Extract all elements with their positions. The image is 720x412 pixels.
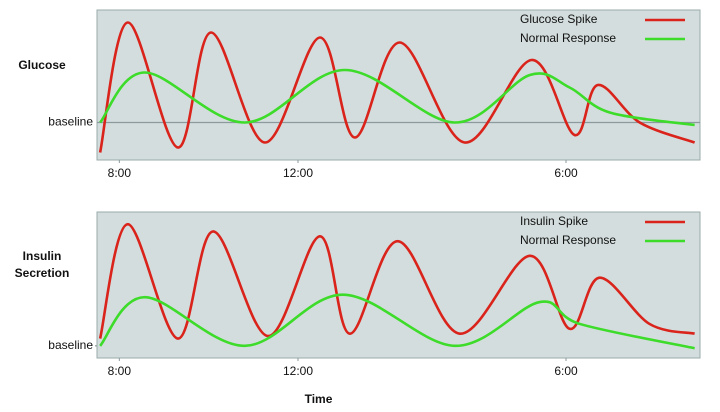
y-tick-label: baseline	[48, 115, 93, 129]
x-tick-label: 6:00	[554, 364, 578, 378]
y-axis-label: Insulin Secretion	[14, 249, 70, 280]
plot-area	[96, 211, 701, 359]
x-tick-label: 8:00	[108, 166, 132, 180]
legend-label: Normal Response	[520, 31, 616, 45]
y-axis-label-box: Insulin Secretion	[14, 249, 70, 280]
data-line	[99, 68, 695, 127]
data-line	[99, 293, 695, 350]
legend-label: Insulin Spike	[520, 214, 588, 228]
x-tick-label: 12:00	[283, 364, 313, 378]
x-axis-label: Time	[305, 392, 333, 406]
x-tick-label: 8:00	[108, 364, 132, 378]
y-axis-label-box: Glucose	[18, 57, 66, 72]
legend-label: Glucose Spike	[520, 12, 598, 26]
y-axis-label: Glucose	[18, 57, 66, 72]
data-line	[98, 222, 695, 340]
x-tick-label: 6:00	[554, 166, 578, 180]
legend-label: Normal Response	[520, 233, 616, 247]
y-tick-label: baseline	[48, 338, 93, 352]
x-tick-label: 12:00	[283, 166, 313, 180]
data-line	[98, 21, 696, 153]
